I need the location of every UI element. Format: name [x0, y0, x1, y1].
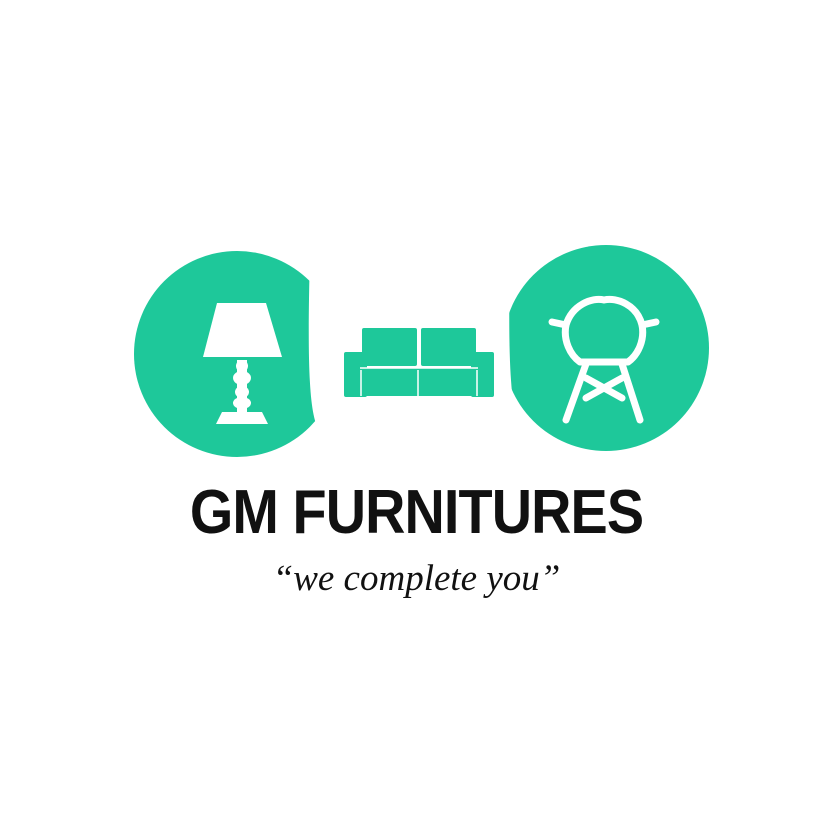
tagline: “we complete you” [272, 558, 561, 599]
chair-icon [548, 295, 660, 424]
sofa-icon [344, 328, 494, 397]
brand-name: GM FURNITURES [189, 478, 644, 547]
right-circle [509, 245, 709, 451]
lamp-icon [203, 303, 282, 424]
